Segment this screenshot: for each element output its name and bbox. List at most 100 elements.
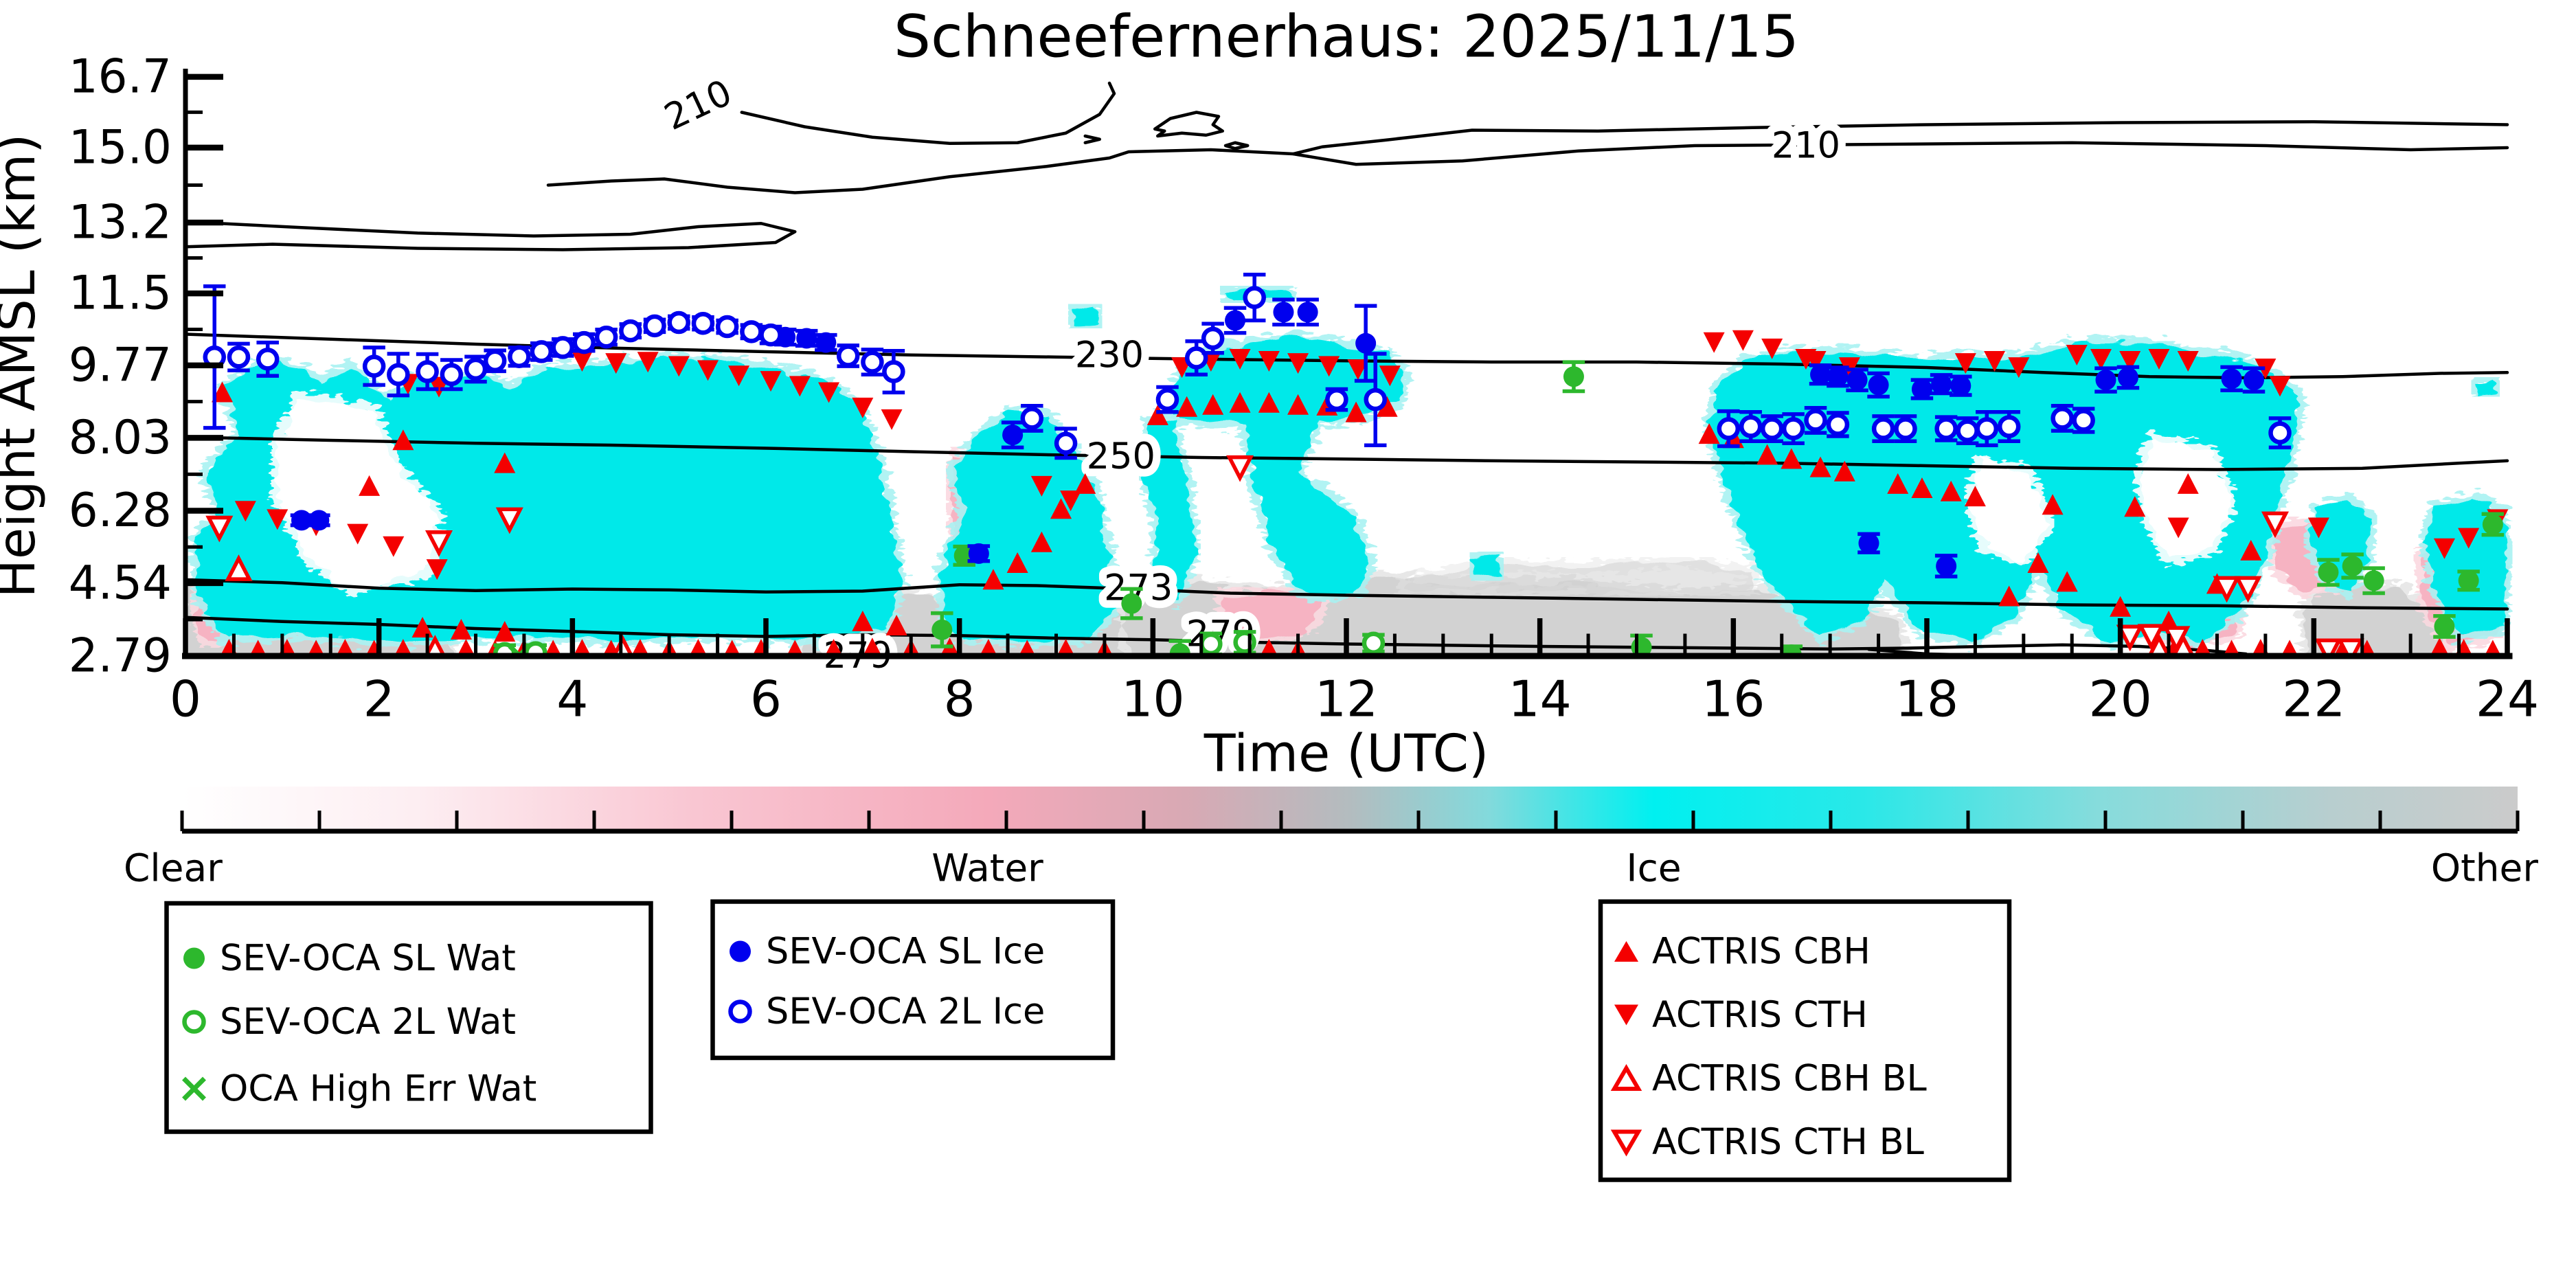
y-axis-label: Height AMSL (km) [0,133,47,598]
marker-cth [818,382,840,403]
x-tick-label: 14 [1509,671,1572,729]
marker-cbh [1006,552,1028,574]
marker-cth [1347,359,1369,381]
legend-marker-cth-bl-icon [1610,1129,1642,1157]
y-tick-label: 11.5 [69,266,172,320]
marker-cth [2433,538,2455,559]
marker-twol_ice [1201,326,1225,350]
region-water-mid11 [1221,591,1322,640]
contour-210-1 [1153,111,1224,138]
legend-box-water: SEV-OCA SL Wat SEV-OCA 2L Wat OCA High E… [164,901,653,1134]
marker-cbh [1809,456,1831,477]
marker-cth [347,523,369,545]
legend-marker-cbh-icon [1614,941,1638,962]
colorbar-ticks [180,811,2520,831]
marker-cbh [982,569,1004,590]
marker-cth [234,501,256,522]
legend-label-x-wat: OCA High Err Wat [220,1068,536,1110]
legend-marker-sl-wat-icon [183,947,205,969]
legend-marker-sl-ice-icon [730,940,751,962]
marker-twol_ice [1804,409,1827,432]
marker-cth [1703,332,1725,353]
x-tick-label: 16 [1702,671,1765,729]
marker-cth_bl [2116,624,2144,652]
x-tick-label: 6 [750,671,782,729]
y-tick-label: 16.7 [69,49,172,103]
marker-cbh [450,619,472,640]
legend-marker-cbh-bl-icon [1610,1064,1642,1091]
marker-cbh [1146,404,1168,425]
marker-cbh [392,429,414,451]
contour-210-0 [740,81,1116,145]
marker-cbh [411,616,433,637]
marker-cth [2008,357,2030,379]
marker-sl_ice [308,510,330,531]
marker-twol_ice [483,349,507,373]
contour-210-2 [1223,141,1250,150]
marker-twol_ice [572,330,596,354]
marker-sl_wat [2482,514,2503,535]
y-tick-label: 15.0 [69,120,172,174]
marker-sl_wat [2458,570,2479,591]
marker-cth [1761,338,1783,359]
marker-cth [881,409,903,430]
y-tick-label: 2.79 [69,629,172,683]
marker-sl_ice [1868,374,1889,396]
marker-cth [637,352,659,373]
marker-twol_wat [524,641,547,659]
marker-sl_ice [796,328,817,349]
marker-cth [1229,349,1251,370]
marker-sl_ice [1002,425,1024,446]
legend-marker-x-wat-icon [182,1076,206,1101]
marker-cth [1060,490,1082,512]
marker-twol_ice [619,319,642,343]
marker-sl_ice [1911,379,1932,400]
marker-cth [2119,351,2141,372]
x-tick-label: 12 [1315,671,1378,729]
marker-cbh [1781,448,1803,469]
marker-cth [2148,349,2170,370]
marker-sl_wat [2434,615,2455,637]
marker-cth [2458,528,2480,549]
marker-twol_ice [464,357,488,381]
marker-cbh [494,621,516,642]
marker-cth_bl [2213,576,2241,603]
colorbar-gradient [182,787,2518,830]
marker-twol_ice [759,323,782,347]
marker-cth [1318,356,1340,377]
marker-sl_ice [2117,367,2138,388]
marker-cbh [852,610,874,631]
series-cth_bl [205,455,2364,659]
marker-twol_ice [1975,417,1999,440]
marker-twol_ice [530,340,554,363]
marker-cth [760,371,782,392]
x-tick-label: 0 [170,671,201,729]
marker-twol_ice [594,325,618,349]
marker-cth [1258,351,1280,372]
marker-sl_wat [2363,570,2384,591]
x-tick-label: 10 [1121,671,1184,729]
marker-twol_ice [1243,286,1266,309]
marker-cth_bl [2261,511,2289,539]
legend-label-sl-wat: SEV-OCA SL Wat [220,938,516,980]
contour-label-230: 230 [1075,334,1144,376]
marker-cbh [1287,394,1309,415]
y-tick-label: 4.54 [69,555,172,609]
legend-marker-cth-icon [1614,1004,1638,1026]
x-tick-label: 18 [1895,671,1958,729]
region-clear-hole-r2 [1970,460,2048,560]
marker-cth [697,360,719,381]
marker-twol_wat [1362,631,1386,655]
legend-label-cbh-bl: ACTRIS CBH BL [1652,1058,1927,1100]
marker-cbh [1345,401,1367,422]
marker-twol_ice [715,315,739,339]
x-axis-label: Time (UTC) [1204,723,1489,784]
marker-twol_ice [1826,413,1850,436]
marker-twol_ice [836,344,860,368]
x-tick-label: 8 [944,671,975,729]
marker-cbh [2042,494,2064,515]
contour-210-5 [546,148,1295,194]
marker-sl_ice [815,332,837,353]
region-ice-wisp24 [2473,379,2498,396]
contour-210-3 [1083,134,1101,144]
